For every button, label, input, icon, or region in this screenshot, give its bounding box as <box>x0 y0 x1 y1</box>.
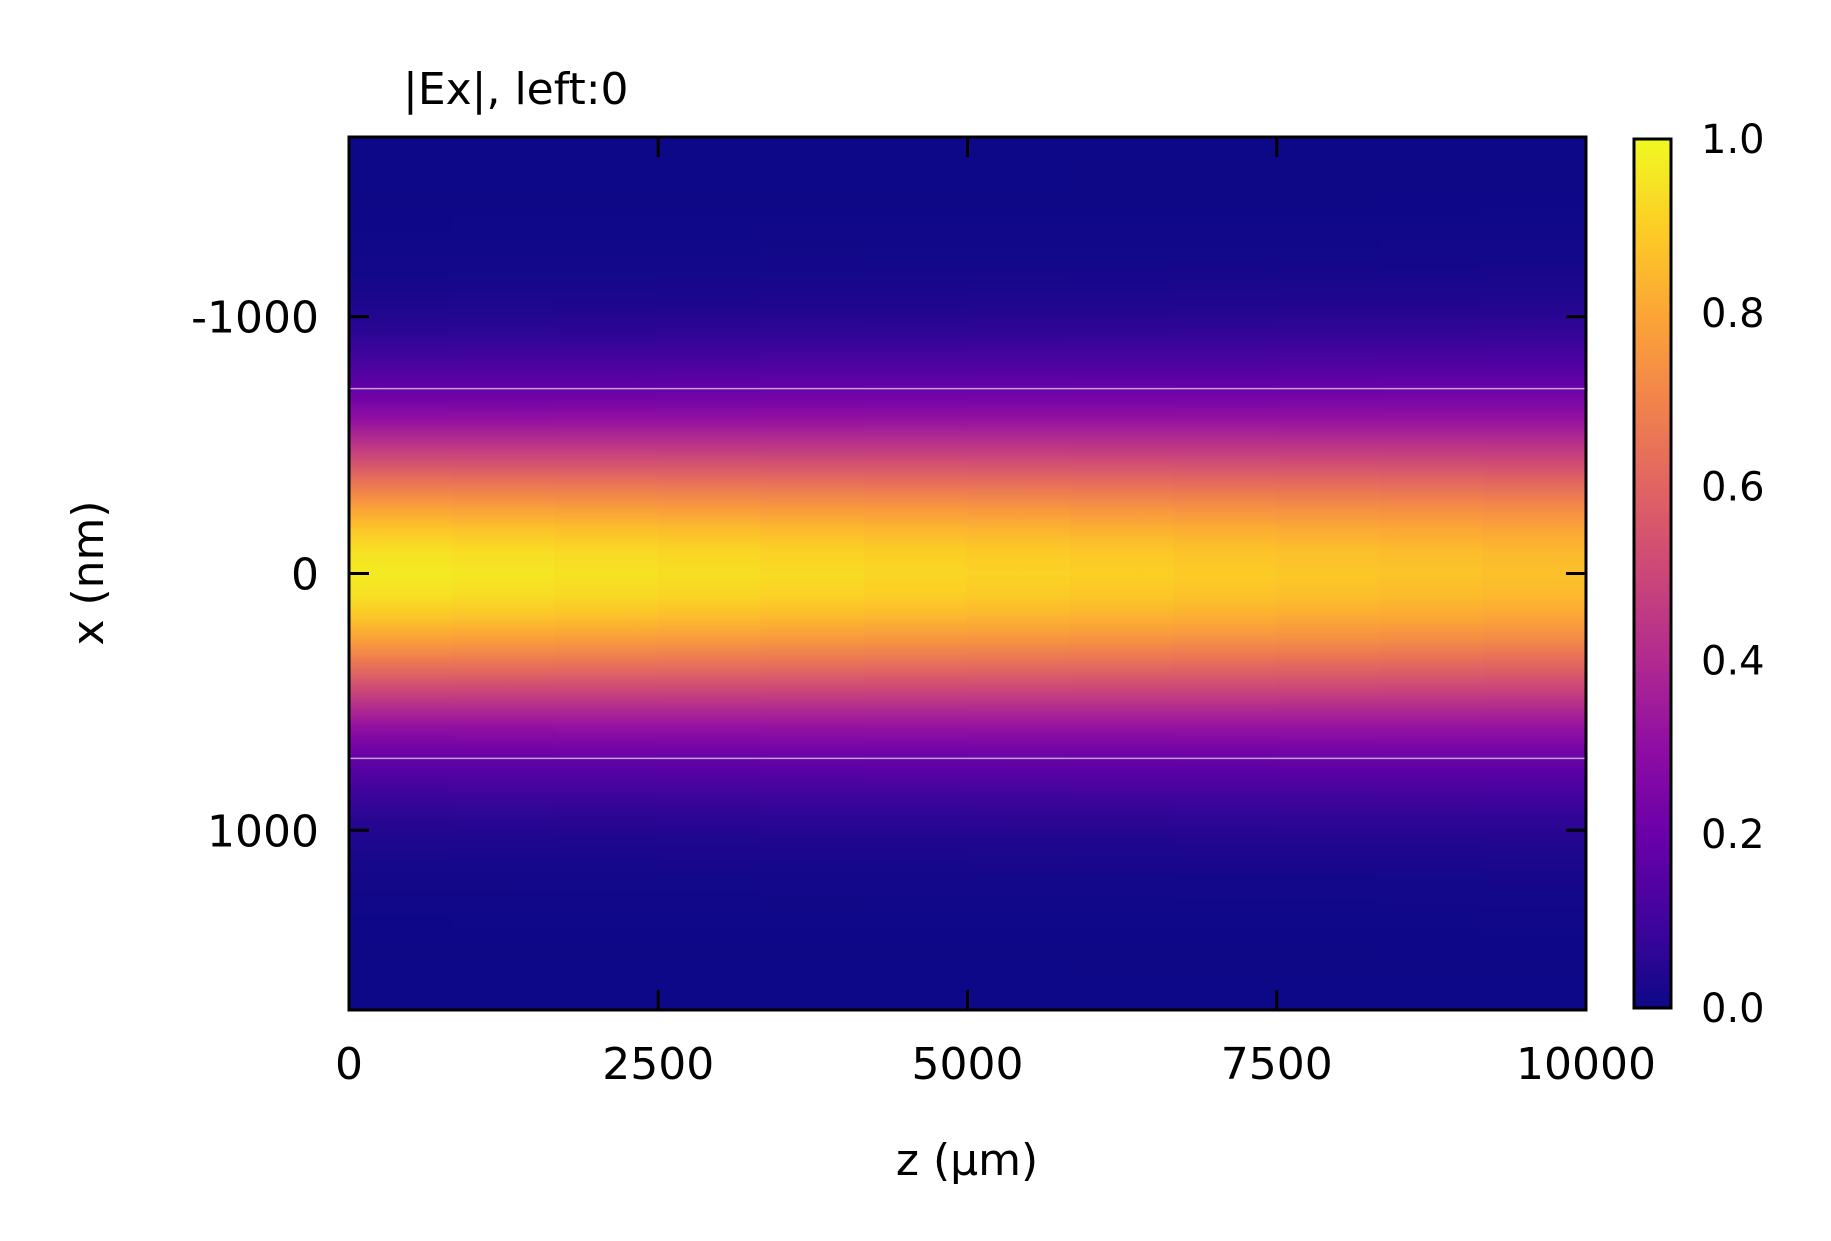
x-tick-label: 0 <box>335 1039 363 1090</box>
x-tick-label: 10000 <box>1516 1039 1656 1090</box>
y-tick-label: 1000 <box>207 806 319 857</box>
x-axis-ticks: 0 2500 5000 7500 10000 <box>335 137 1656 1090</box>
y-axis-label: x (nm) <box>63 500 114 645</box>
x-tick-label: 2500 <box>602 1039 714 1090</box>
x-tick-label: 5000 <box>912 1039 1024 1090</box>
heatmap-column <box>967 137 1072 1010</box>
heatmap-column <box>1379 137 1484 1010</box>
heatmap-column <box>1276 137 1381 1010</box>
x-tick-label: 7500 <box>1221 1039 1333 1090</box>
heatmap-column <box>863 137 968 1010</box>
heatmap-column <box>657 137 762 1010</box>
colorbar-tick-label: 0.2 <box>1701 812 1765 858</box>
heatmap-column <box>1070 137 1175 1010</box>
colorbar-tick-label: 0.6 <box>1701 465 1765 511</box>
y-axis-ticks: -1000 0 1000 <box>191 293 1586 857</box>
heatmap-column <box>451 137 556 1010</box>
colorbar-tick-label: 0.4 <box>1701 638 1765 684</box>
heatmap-column <box>554 137 659 1010</box>
colorbar <box>1632 137 1673 1010</box>
colorbar-tick-label: 0.0 <box>1701 986 1765 1032</box>
y-tick-label: 0 <box>291 550 319 601</box>
heatmap-column <box>1173 137 1278 1010</box>
colorbar-tick-label: 0.8 <box>1701 291 1765 337</box>
colorbar-ticks: 0.0 0.2 0.4 0.6 0.8 1.0 <box>1701 117 1765 1032</box>
x-axis-label: z (µm) <box>896 1135 1038 1186</box>
heatmap <box>349 137 1586 1010</box>
heatmap-column <box>760 137 865 1010</box>
y-tick-label: -1000 <box>191 293 319 344</box>
colorbar-tick-label: 1.0 <box>1701 117 1765 163</box>
waveguide-boundaries <box>349 387 1586 760</box>
chart-title: |Ex|, left:0 <box>403 64 629 115</box>
